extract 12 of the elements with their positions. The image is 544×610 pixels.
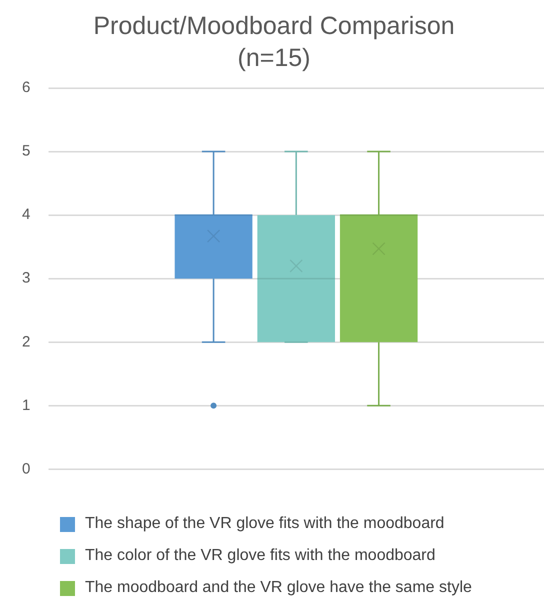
y-tick-label: 3: [22, 270, 30, 287]
y-tick-label: 5: [22, 142, 30, 160]
chart-subtitle: (n=15): [238, 44, 310, 72]
y-tick-label: 4: [22, 206, 30, 224]
legend-label: The shape of the VR glove fits with the moodboard: [85, 515, 444, 533]
legend-label: The color of the VR glove fits with the moodboard: [85, 547, 436, 565]
y-tick-label: 2: [22, 333, 30, 350]
y-tick-label: 6: [22, 79, 30, 96]
y-tick-label: 0: [22, 460, 30, 478]
chart-title: Product/Moodboard Comparison: [93, 12, 455, 40]
legend-label: The moodboard and the VR glove have the same style: [85, 579, 472, 597]
y-tick-label: 1: [22, 396, 30, 414]
